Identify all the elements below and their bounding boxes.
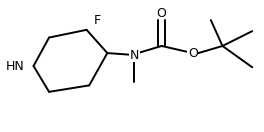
Text: O: O: [157, 6, 167, 20]
Text: N: N: [130, 49, 139, 62]
Text: F: F: [93, 14, 101, 27]
Text: HN: HN: [6, 60, 25, 72]
Text: O: O: [188, 47, 198, 60]
